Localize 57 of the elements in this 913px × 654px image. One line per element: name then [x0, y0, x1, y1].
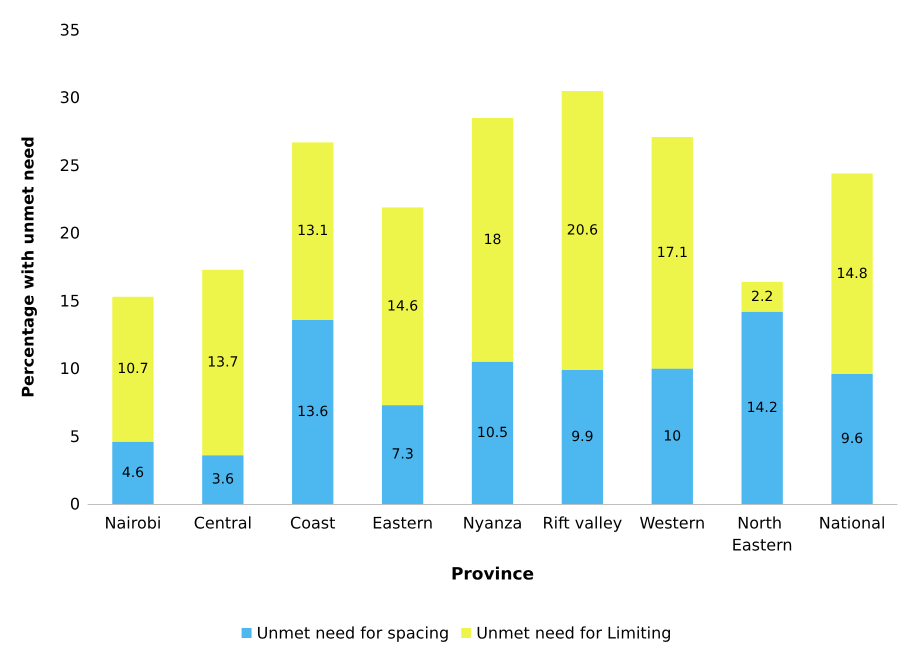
data-label: 9.9 — [571, 428, 594, 445]
y-tick-label: 10 — [60, 359, 80, 378]
x-axis-title: Province — [450, 564, 534, 584]
data-label: 13.1 — [297, 223, 328, 240]
bar — [112, 296, 154, 442]
x-tick-label: Nyanza — [462, 514, 522, 532]
x-tick-label: Coast — [290, 514, 336, 532]
data-label: 10.5 — [476, 424, 508, 441]
x-tick-label: Eastern — [372, 514, 434, 532]
bar — [831, 174, 873, 374]
y-tick-label: 25 — [60, 156, 80, 175]
data-label: 14.8 — [836, 266, 868, 282]
data-label: 2.2 — [751, 288, 774, 305]
x-tick-label: Rift valley — [542, 514, 622, 532]
x-tick-label: Nairobi — [104, 514, 162, 532]
y-tick-label: 20 — [60, 224, 80, 243]
bar — [562, 90, 604, 370]
data-label: 7.3 — [391, 446, 414, 463]
bar — [292, 142, 334, 320]
data-label: 14.6 — [387, 298, 418, 314]
x-tick-label: National — [818, 514, 886, 532]
legend-label: Unmet need for Limiting — [476, 624, 672, 642]
bar — [202, 270, 244, 456]
bar — [831, 374, 873, 504]
bar — [652, 136, 693, 369]
bar — [382, 405, 424, 504]
data-label: 10 — [663, 428, 682, 444]
bar — [741, 282, 783, 312]
bar — [202, 455, 244, 504]
data-label: 3.6 — [212, 472, 234, 488]
legend-label: Unmet need for spacing — [256, 624, 450, 642]
bar — [741, 312, 783, 504]
data-label: 20.6 — [566, 222, 598, 238]
data-label: 14.2 — [746, 400, 778, 416]
data-label: 17.1 — [656, 244, 688, 261]
y-tick-label: 0 — [70, 494, 80, 514]
y-tick-label: 15 — [60, 291, 80, 310]
y-tick-label: 35 — [60, 20, 80, 40]
bar — [382, 207, 424, 406]
x-tick-label: Central — [194, 514, 252, 532]
y-axis-title: Percentage with unmet need — [18, 136, 38, 398]
bar — [112, 442, 154, 504]
y-tick-label: 30 — [60, 88, 80, 108]
data-label: 13.7 — [207, 354, 238, 370]
data-label: 10.7 — [117, 361, 149, 378]
data-label: 4.6 — [122, 464, 144, 481]
data-label: 9.6 — [840, 430, 864, 447]
bar — [292, 320, 334, 504]
bar — [562, 370, 604, 504]
bar — [472, 118, 514, 362]
x-tick-label: Western — [639, 514, 706, 532]
x-tick-label: North Eastern — [732, 514, 793, 554]
y-tick-label: 5 — [70, 426, 80, 446]
data-label: 13.6 — [297, 404, 328, 420]
bar — [652, 368, 693, 504]
bar — [472, 362, 514, 504]
data-label: 18 — [484, 232, 502, 248]
